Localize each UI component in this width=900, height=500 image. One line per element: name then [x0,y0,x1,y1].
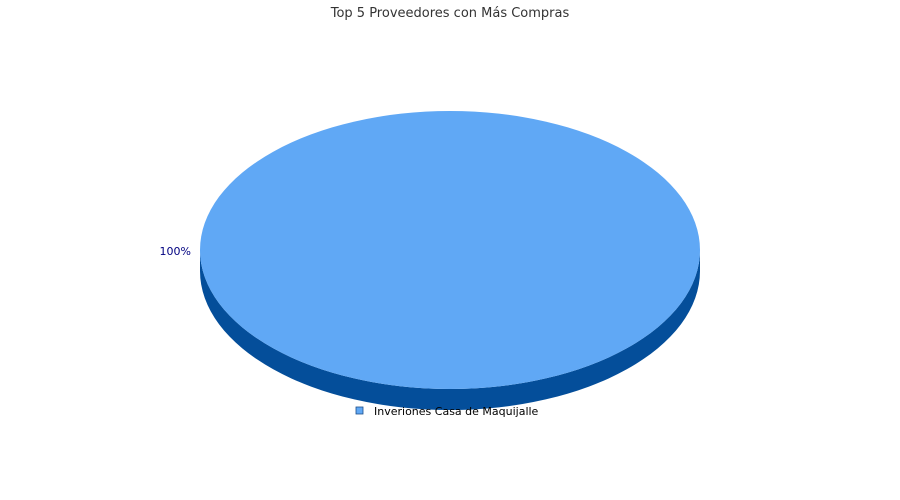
legend-label: Inveriones Casa de Maquijalle [374,405,539,418]
chart-title: Top 5 Proveedores con Más Compras [330,6,570,21]
slice-labels: 100% [160,245,191,258]
pie-group [200,111,700,410]
legend: Inveriones Casa de Maquijalle [355,405,539,418]
slice-percent-label: 100% [160,245,191,258]
legend-swatch [355,406,364,415]
pie-slice[interactable] [200,111,700,389]
